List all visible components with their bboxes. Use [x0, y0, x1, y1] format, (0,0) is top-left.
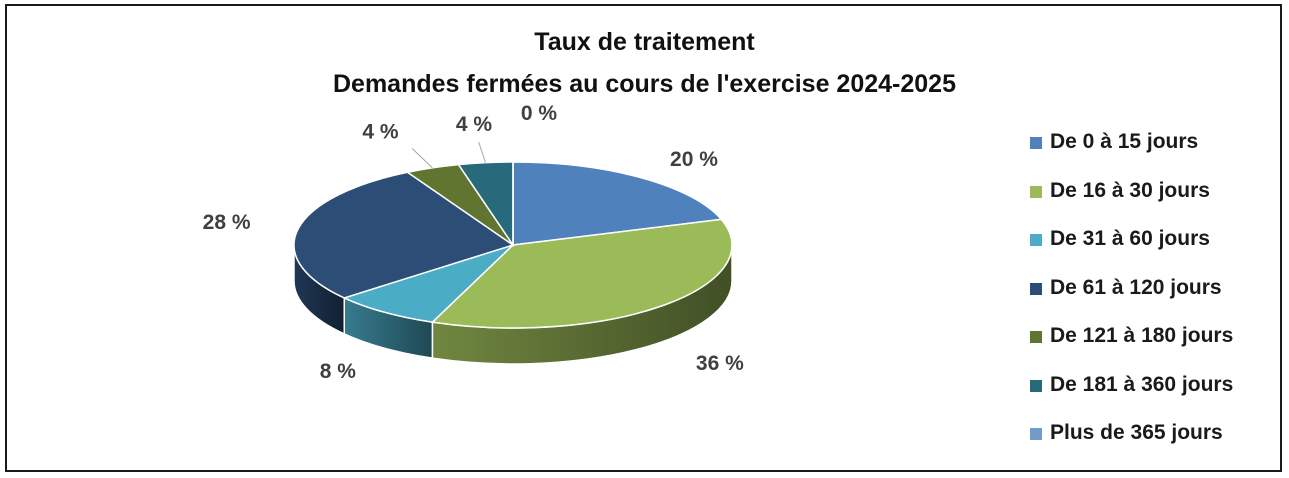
legend-swatch	[1030, 234, 1042, 246]
legend-item-de-61-a-120-jours: De 61 à 120 jours	[1030, 274, 1233, 323]
legend-item-de-121-a-180-jours: De 121 à 180 jours	[1030, 322, 1233, 371]
legend-label: De 31 à 60 jours	[1050, 227, 1210, 250]
data-label-de-16-a-30-jours: 36 %	[696, 352, 744, 375]
leader-line	[478, 141, 487, 163]
legend-label: De 121 à 180 jours	[1050, 324, 1234, 347]
legend-swatch	[1030, 379, 1042, 392]
data-label-de-0-a-15-jours: 20 %	[670, 148, 718, 171]
pie-slice-de-0-a-15-jours	[512, 161, 723, 246]
pie-data-labels: 20 % 36 % 8 % 28 % 4 % 4 % 0 %	[203, 102, 744, 383]
legend-label: Plus de 365 jours	[1050, 421, 1223, 444]
legend-label: De 0 à 15 jours	[1050, 130, 1199, 153]
legend-swatch	[1030, 137, 1042, 149]
pie-slice-de-31-a-60-jours	[342, 244, 514, 323]
legend-swatch	[1030, 428, 1042, 440]
leader-line	[411, 148, 433, 169]
data-label-de-121-a-180-jours: 4 %	[362, 120, 399, 143]
data-label-de-31-a-60-jours: 8 %	[320, 360, 357, 383]
legend-item-de-16-a-30-jours: De 16 à 30 jours	[1030, 177, 1233, 226]
pie-slices	[293, 161, 733, 329]
data-label-plus-de-365-jours: 0 %	[521, 102, 558, 125]
legend-swatch	[1030, 282, 1042, 295]
legend-swatch	[1030, 185, 1042, 198]
label-leaders	[411, 141, 487, 169]
pie-slice-de-61-a-120-jours	[293, 171, 515, 299]
legend: De 0 à 15 jours De 16 à 30 jours De 31 à 6…	[1030, 128, 1233, 468]
legend-label: De 61 à 120 jours	[1050, 275, 1222, 299]
legend-swatch	[1030, 331, 1042, 343]
chart-subtitle: Demandes fermées au cours de l'exercise …	[333, 70, 956, 98]
legend-item-de-31-a-60-jours: De 31 à 60 jours	[1030, 225, 1233, 274]
legend-label: De 181 à 360 jours	[1050, 372, 1234, 396]
legend-item-plus-de-365-jours: Plus de 365 jours	[1030, 419, 1233, 468]
pie-slice-de-16-a-30-jours	[430, 218, 733, 329]
data-label-de-61-a-120-jours: 28 %	[203, 211, 251, 234]
legend-item-de-181-a-360-jours: De 181 à 360 jours	[1030, 371, 1233, 420]
chart-title: Taux de traitement	[534, 28, 755, 56]
legend-label: De 16 à 30 jours	[1050, 178, 1210, 202]
legend-item-de-0-a-15-jours: De 0 à 15 jours	[1030, 128, 1233, 177]
data-label-de-181-a-360-jours: 4 %	[456, 113, 493, 136]
